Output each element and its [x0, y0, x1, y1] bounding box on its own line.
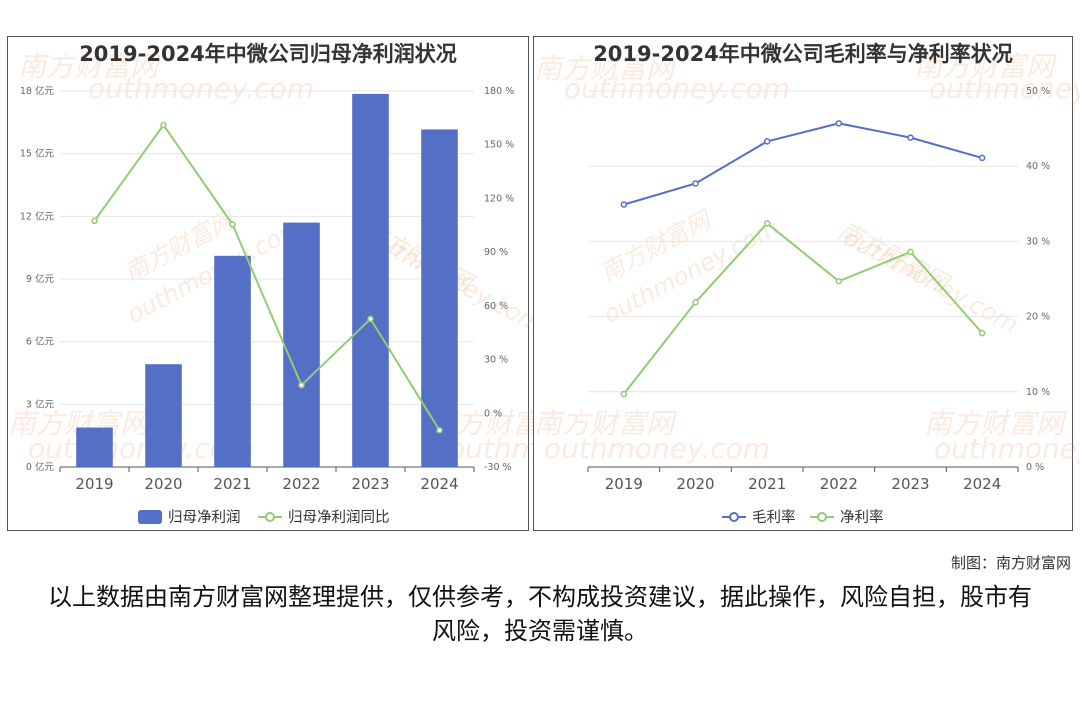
point-s0-2023: [907, 134, 914, 141]
y-left-tick-label: 6 亿元: [26, 336, 55, 348]
y-left-tick-label: 12 亿元: [20, 210, 55, 222]
y-right-tick-label: 90 %: [484, 247, 508, 258]
left-chart-panel: 南方财富网 outhmoney.com 南方财富网 outhmoney.com …: [7, 36, 674, 531]
y-right-tick-label: 180 %: [484, 86, 514, 97]
x-tick-label: 2022: [282, 475, 320, 493]
x-tick-label: 2023: [891, 475, 929, 493]
point-s1-2023: [907, 248, 914, 256]
series-line-0: [623, 122, 983, 206]
y-right-tick-label: 120 %: [484, 193, 514, 204]
point-s0-2019: [620, 201, 628, 208]
point-yoy-2020: [160, 121, 167, 129]
margin-chart: 0 % 10 % 20 % 30 % 40 % 50 % 2019 2020 2021 2022 2…: [587, 86, 1050, 526]
series-line-1: [623, 221, 983, 395]
y-right-tick-label: -30 %: [484, 462, 512, 473]
point-s1-2022: [835, 278, 843, 285]
y-left-tick-label: 9 亿元: [26, 273, 55, 285]
legend-swatch-marker: [265, 512, 275, 522]
x-tick-label: 2021: [748, 475, 786, 493]
disclaimer-text: 以上数据由南方财富网整理提供，仅供参考，不构成投资建议，据此操作，风险自担，股市…: [48, 583, 1032, 645]
y-left-tick-label: 3 亿元: [26, 398, 55, 410]
point-s1-2019: [620, 390, 628, 398]
x-tick-label: 2024: [420, 475, 458, 493]
net-profit-chart: 0 亿元 3 亿元 6 亿元 9 亿元 12 亿元 15 亿元 18 亿元 -30 % 0 % 3…: [20, 85, 514, 526]
x-tick-label: 2020: [676, 475, 714, 493]
x-tick-label: 2023: [351, 475, 389, 493]
bar-2024: [421, 129, 458, 467]
y-right-tick-label: 50 %: [1026, 86, 1050, 97]
bar-2019: [76, 427, 113, 467]
x-tick-label: 2019: [75, 475, 113, 493]
y-right-tick-label: 30 %: [1026, 236, 1050, 247]
point-s0-2022: [835, 120, 843, 127]
point-s1-2020: [692, 299, 699, 306]
y-right-tick-label: 150 %: [484, 140, 514, 151]
legend-label: 净利率: [840, 509, 884, 526]
series-line-yoy: [93, 123, 441, 431]
y-left-tick-label: 18 亿元: [20, 85, 55, 97]
x-tick-label: 2020: [144, 475, 182, 493]
point-yoy-2022: [298, 381, 305, 389]
y-right-tick-label: 60 %: [484, 301, 508, 312]
point-yoy-2019: [91, 217, 98, 225]
point-s0-2021: [763, 138, 771, 145]
chart-title: 2019-2024年中微公司毛利率与净利率状况: [593, 42, 1013, 66]
point-s0-2024: [978, 154, 986, 162]
legend-label: 归母净利润: [168, 509, 241, 526]
chart-title: 2019-2024年中微公司归母净利润状况: [79, 42, 457, 66]
y-right-tick-label: 20 %: [1026, 312, 1050, 323]
bar-2022: [283, 222, 320, 467]
y-right-tick-label: 0 %: [1026, 462, 1044, 473]
x-tick-label: 2019: [605, 475, 643, 493]
point-yoy-2021: [229, 221, 236, 228]
legend-label: 毛利率: [752, 509, 796, 526]
bar-2023: [352, 93, 389, 468]
legend-label: 归母净利润同比: [288, 509, 390, 526]
point-s0-2020: [692, 180, 699, 187]
y-right-tick-label: 0 %: [484, 408, 502, 419]
legend-swatch-marker: [817, 512, 827, 522]
bar-2020: [145, 364, 182, 467]
x-tick-label: 2021: [213, 475, 251, 493]
y-left-tick-label: 15 亿元: [20, 148, 55, 160]
point-yoy-2023: [367, 315, 374, 323]
y-left-tick-label: 0 亿元: [26, 461, 55, 473]
legend-swatch-bar: [138, 510, 162, 524]
point-s1-2021: [763, 220, 771, 227]
x-tick-label: 2024: [963, 475, 1001, 493]
bar-2021: [214, 255, 251, 467]
y-right-tick-label: 10 %: [1026, 387, 1050, 398]
chart-credit: 制图：南方财富网: [950, 554, 1071, 572]
right-chart-panel: 南方财富网 outhmoney.com 南方财富网 outhmoney.com …: [533, 36, 1080, 531]
y-right-tick-label: 30 %: [484, 355, 508, 366]
point-yoy-2024: [436, 427, 443, 434]
y-right-tick-label: 40 %: [1026, 161, 1050, 172]
legend-swatch-marker: [729, 512, 739, 522]
x-tick-label: 2022: [820, 475, 858, 493]
point-s1-2024: [978, 329, 986, 337]
